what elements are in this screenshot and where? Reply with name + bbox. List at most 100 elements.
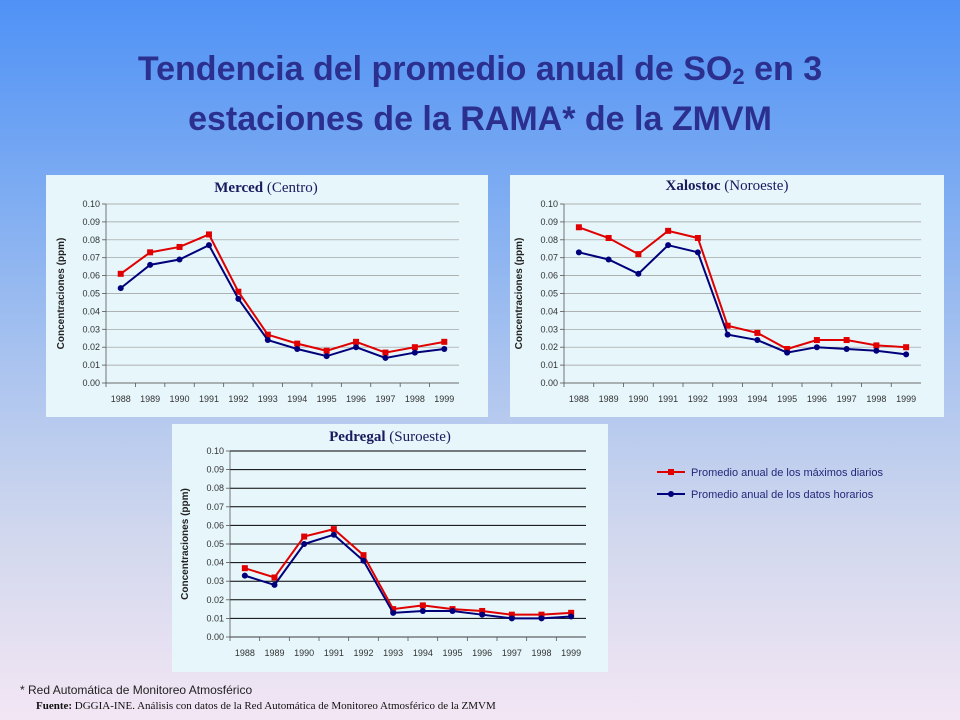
chart-title-zone: (Noroeste) [721,178,789,194]
data-point-max [360,552,367,559]
chart-merced: Merced (Centro) 0.00 0.01 0.02 0.03 0.04 0.05 0… [56,180,459,404]
legend-swatch-max [657,469,685,475]
data-point-max [441,338,448,345]
y-axis-label: Concentraciones (ppm) [180,488,191,600]
chart-title: Pedregal (Suroeste) [329,429,451,445]
x-tick-label: 1997 [837,394,857,404]
data-point-hourly [813,344,820,351]
y-tick-label: 0.09 [206,465,224,475]
data-point-hourly [508,615,515,622]
x-tick-label: 1994 [287,394,307,404]
y-tick-label: 0.08 [540,235,558,245]
data-point-hourly [411,349,418,356]
source-text: DGGIA-INE. Análisis con datos de la Red … [72,700,496,712]
data-point-max [784,345,791,352]
y-axis-label: Concentraciones (ppm) [514,238,525,350]
data-point-hourly [271,581,278,588]
data-point-hourly [264,337,271,344]
x-tick-label: 1992 [688,394,708,404]
x-tick-label: 1991 [199,394,219,404]
legend-item-max: Promedio anual de los máximos diarios [655,464,905,486]
data-point-hourly [176,256,183,263]
data-point-max [813,337,820,344]
y-tick-label: 0.02 [82,342,100,352]
chart-xalostoc: Xalostoc (Noroeste) 0.00 0.01 0.02 0.03 0.04 0… [514,178,921,404]
y-tick-label: 0.09 [82,217,100,227]
data-point-max [508,611,515,618]
data-point-max [605,235,612,242]
data-point-hourly [441,345,448,352]
data-point-hourly [568,613,575,620]
data-point-max [117,270,124,277]
x-tick-label: 1999 [561,648,581,658]
y-axis-label: Concentraciones (ppm) [56,238,67,350]
data-point-max [411,344,418,351]
y-tick-label: 0.08 [82,235,100,245]
x-tick-label: 1990 [294,648,314,658]
x-tick-label: 1989 [140,394,160,404]
y-tick-label: 0.00 [206,632,224,642]
title-line-1: Tendencia del promedio anual de SO2 en 3 [137,50,823,89]
data-point-max [538,611,545,618]
y-tick-label: 0.05 [206,539,224,549]
data-point-hourly [390,609,397,616]
x-tick-label: 1991 [324,648,344,658]
x-tick-label: 1990 [628,394,648,404]
x-tick-label: 1996 [346,394,366,404]
chart-title-zone: (Suroeste) [385,429,450,445]
data-point-hourly [665,242,672,249]
x-tick-label: 1989 [599,394,619,404]
legend-swatch-hourly [657,491,685,497]
chart-title: Merced (Centro) [214,180,317,196]
data-point-hourly [382,354,389,361]
x-tick-label: 1989 [264,648,284,658]
chart-title-station: Xalostoc [666,178,721,194]
chart-panel-merced: Merced (Centro) 0.00 0.01 0.02 0.03 0.04 0.05 0… [46,175,488,417]
data-point-max [635,251,642,258]
data-point-max [205,231,212,238]
data-point-max [241,565,248,572]
data-point-max [294,340,301,347]
x-tick-label: 1998 [866,394,886,404]
data-point-hourly [449,607,456,614]
y-tick-label: 0.06 [540,271,558,281]
series-line-max [244,528,572,616]
data-point-max [271,574,278,581]
chart-panel-xalostoc: Xalostoc (Noroeste) 0.00 0.01 0.02 0.03 0.04 0… [510,175,944,417]
x-tick-label: 1995 [442,648,462,658]
data-point-hourly [903,351,910,358]
y-tick-label: 0.03 [540,324,558,334]
y-tick-label: 0.02 [206,595,224,605]
source-note: Fuente: DGGIA-INE. Análisis con datos de… [36,700,496,712]
y-tick-label: 0.03 [206,576,224,586]
legend-label-hourly: Promedio anual de los datos horarios [691,489,874,501]
x-tick-label: 1988 [111,394,131,404]
data-point-hourly [330,531,337,538]
data-point-max [323,347,330,354]
chart-panel-pedregal: Pedregal (Suroeste) 0.00 0.01 0.02 0.03 0.04 0… [172,424,608,672]
legend-item-hourly: Promedio anual de los datos horarios [655,486,905,508]
x-tick-label: 1992 [353,648,373,658]
data-point-max [353,338,360,345]
x-tick-label: 1994 [413,648,433,658]
data-point-hourly [575,249,582,256]
chart-title-station: Pedregal [329,429,385,445]
data-point-max [724,322,731,329]
data-point-hourly [635,270,642,277]
y-tick-label: 0.03 [82,324,100,334]
y-tick-label: 0.05 [540,289,558,299]
chart-title: Xalostoc (Noroeste) [666,178,789,194]
x-tick-label: 1996 [807,394,827,404]
data-point-max [264,331,271,338]
data-point-hourly [784,349,791,356]
data-point-hourly [360,557,367,564]
x-tick-label: 1999 [434,394,454,404]
x-tick-label: 1995 [317,394,337,404]
source-label: Fuente: [36,700,73,712]
y-tick-label: 0.00 [540,378,558,388]
y-tick-label: 0.06 [82,271,100,281]
y-tick-label: 0.09 [540,217,558,227]
slide-title: Tendencia del promedio anual de SO2 en 3… [0,48,960,140]
y-tick-label: 0.07 [540,253,558,263]
x-tick-label: 1990 [170,394,190,404]
